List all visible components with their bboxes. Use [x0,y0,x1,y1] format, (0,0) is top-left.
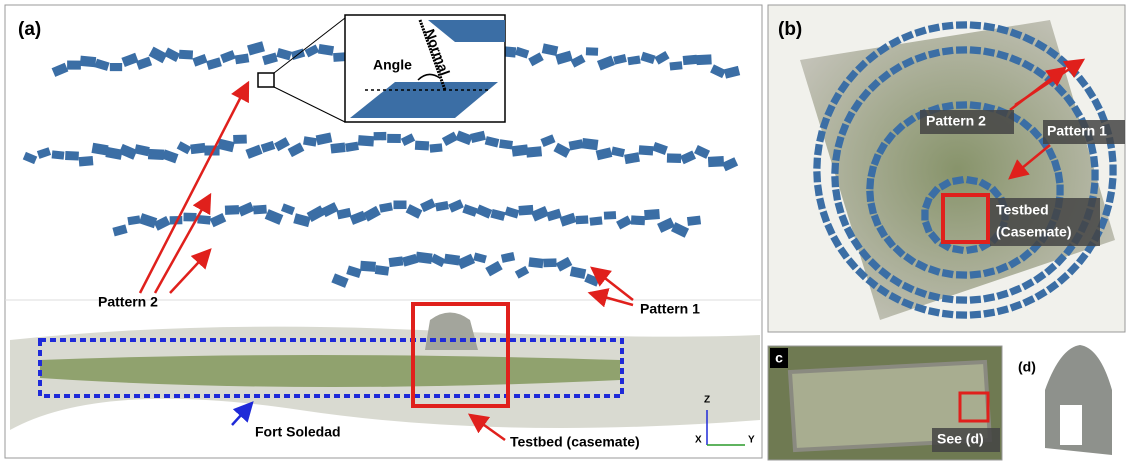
camera [499,139,513,149]
camera [586,47,598,55]
camera [389,256,404,267]
camera [110,63,122,71]
point-cloud-vegetation [40,355,620,387]
camera [639,145,654,155]
camera [942,22,954,30]
camera [970,296,982,304]
doorway [1060,405,1082,445]
camera [956,296,967,304]
camera [225,205,239,215]
figure: (a) Angle Normal Pattern 2 Pattern 1 For… [0,0,1130,463]
camera [970,46,982,54]
camera [970,311,981,319]
annotation: Testbed (casemate) [510,434,640,450]
camera [415,252,432,264]
annotation: Pattern 2 [98,294,158,310]
camera [814,184,823,196]
camera [956,46,967,54]
camera [576,215,589,224]
camera [67,60,81,69]
angle-label: Angle [373,57,412,73]
axis-label: Z [704,395,710,406]
camera [604,211,616,220]
camera [696,54,712,65]
camera [956,21,967,29]
camera [444,254,460,266]
camera [233,135,247,144]
camera [179,50,193,60]
annotation: See (d) [937,431,984,447]
camera [65,151,79,160]
camera [330,143,345,154]
camera [687,216,701,226]
camera [526,146,542,157]
panel-label: (a) [18,19,41,40]
camera [543,258,556,267]
panel-b: Pattern 2 Pattern 1 Testbed (Casemate) (… [768,5,1125,332]
annotation: Fort Soledad [255,424,341,440]
camera [1056,185,1063,196]
camera [518,205,533,216]
camera [831,176,839,187]
camera [866,190,874,202]
camera [387,134,401,143]
camera [374,132,387,141]
camera [942,295,954,304]
camera [79,156,94,166]
camera [921,210,928,221]
panel-label: c [775,350,783,366]
camera [708,156,724,167]
camera [1090,156,1098,168]
camera [970,270,982,278]
annotation: Pattern 1 [640,301,700,317]
camera [683,55,698,65]
camera [80,56,96,68]
camera [644,209,660,220]
camera [814,144,823,156]
camera [970,101,982,109]
camera [956,311,967,319]
camera [970,21,981,29]
annotation: Pattern 1 [1047,123,1107,139]
camera [813,158,821,169]
camera [429,143,442,152]
camera [831,163,839,174]
camera [253,205,267,215]
camera [669,61,682,70]
camera [393,200,406,209]
camera [956,101,967,109]
panel-label: (d) [1018,359,1036,375]
camera [942,310,954,318]
camera [52,150,65,159]
camera [1090,182,1098,194]
camera [589,216,602,225]
axis-label: Y [748,435,755,446]
annotation: (Casemate) [996,224,1071,240]
camera [358,135,374,146]
panel-label: (b) [778,19,802,40]
camera [375,265,389,276]
camera [512,144,529,156]
camera [942,47,954,56]
camera [415,141,429,151]
camera [866,178,874,190]
camera [528,257,543,268]
camera [582,138,599,150]
axis-label: X [695,435,702,446]
annotation: Testbed [996,202,1049,218]
camera [1108,151,1116,163]
camera [1108,178,1116,190]
camera [360,261,376,272]
camera [1109,165,1116,176]
annotation: Pattern 2 [926,113,986,129]
camera [667,153,681,163]
camera [1091,170,1098,181]
camera [813,171,821,182]
camera [190,143,206,154]
panel-d: (d) [1018,345,1112,455]
panel-a: (a) Angle Normal Pattern 2 Pattern 1 For… [5,5,762,458]
camera [956,271,967,279]
camera [631,215,645,225]
panel-c: c See (d) [768,346,1002,460]
